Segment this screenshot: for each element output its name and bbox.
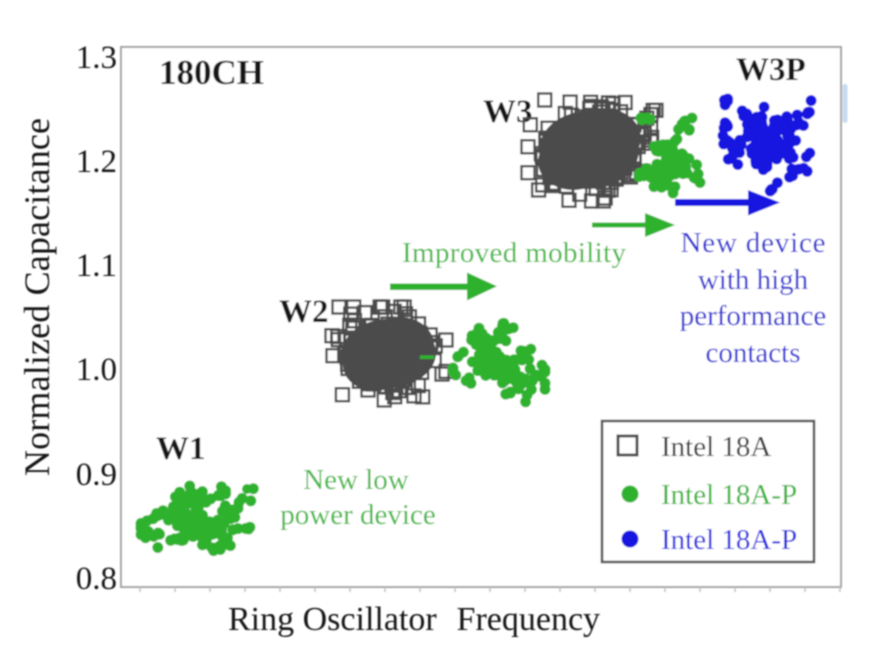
svg-text:Intel 18A-P: Intel 18A-P bbox=[661, 479, 797, 511]
svg-text:with high: with high bbox=[698, 264, 809, 296]
svg-text:1.2: 1.2 bbox=[76, 144, 117, 180]
svg-text:1.1: 1.1 bbox=[76, 248, 117, 284]
svg-text:180CH: 180CH bbox=[159, 53, 264, 92]
svg-text:Normalized Capacitance: Normalized Capacitance bbox=[17, 118, 57, 476]
svg-text:W1: W1 bbox=[156, 431, 206, 467]
svg-text:1.3: 1.3 bbox=[76, 40, 117, 76]
svg-text:New low: New low bbox=[303, 464, 409, 496]
svg-text:power device: power device bbox=[280, 499, 435, 531]
svg-text:W2: W2 bbox=[279, 294, 329, 330]
svg-text:performance: performance bbox=[680, 300, 827, 332]
svg-text:Intel 18A: Intel 18A bbox=[661, 431, 771, 463]
svg-text:W3P: W3P bbox=[736, 52, 806, 88]
svg-text:0.8: 0.8 bbox=[76, 561, 117, 597]
svg-text:Improved mobility: Improved mobility bbox=[402, 237, 627, 269]
svg-text:0.9: 0.9 bbox=[76, 457, 117, 493]
svg-text:contacts: contacts bbox=[705, 337, 800, 369]
svg-text:1.0: 1.0 bbox=[76, 352, 117, 388]
svg-text:Intel 18A-P: Intel 18A-P bbox=[661, 524, 797, 556]
svg-text:W3: W3 bbox=[483, 94, 533, 130]
svg-text:Ring Oscillator Frequency: Ring Oscillator Frequency bbox=[228, 601, 600, 638]
svg-text:New device: New device bbox=[681, 227, 826, 259]
